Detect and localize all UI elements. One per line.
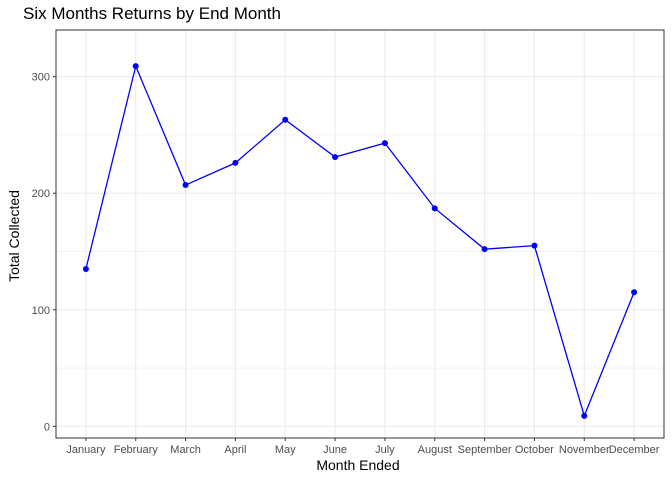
x-axis-label: Month Ended	[316, 457, 400, 473]
x-tick-label: February	[114, 444, 159, 456]
x-tick-label: August	[418, 444, 452, 456]
x-tick-label: July	[375, 444, 395, 456]
data-point	[82, 265, 89, 272]
data-point	[431, 205, 438, 212]
series-line-layer	[85, 64, 635, 418]
panel-border	[55, 29, 665, 439]
data-point	[182, 182, 189, 189]
x-tick-label: January	[66, 444, 106, 456]
data-point	[581, 412, 588, 419]
grid-lines	[56, 30, 664, 438]
data-points	[82, 63, 638, 419]
y-tick-label: 0	[44, 421, 50, 433]
data-point	[282, 116, 289, 123]
data-point	[132, 63, 139, 70]
data-point	[381, 140, 388, 147]
x-tick-label: April	[224, 444, 246, 456]
chart-title: Six Months Returns by End Month	[23, 4, 281, 23]
x-tick-label: October	[515, 444, 554, 456]
series-line	[85, 64, 635, 418]
data-point	[332, 154, 339, 161]
axes: 0 100 200 300 January February March April May Ju…	[32, 72, 660, 456]
data-point	[631, 289, 638, 296]
x-tick-label: March	[170, 444, 201, 456]
y-tick-label: 200	[32, 188, 50, 200]
data-point	[481, 246, 488, 253]
x-tick-label: December	[609, 444, 660, 456]
x-tick-label: June	[323, 444, 347, 456]
x-tick-label: May	[275, 444, 296, 456]
data-point	[232, 159, 239, 166]
x-tick-label: September	[458, 444, 512, 456]
y-tick-label: 300	[32, 72, 50, 84]
data-point	[531, 242, 538, 249]
x-tick-label: November	[559, 444, 610, 456]
y-tick-label: 100	[32, 305, 50, 317]
